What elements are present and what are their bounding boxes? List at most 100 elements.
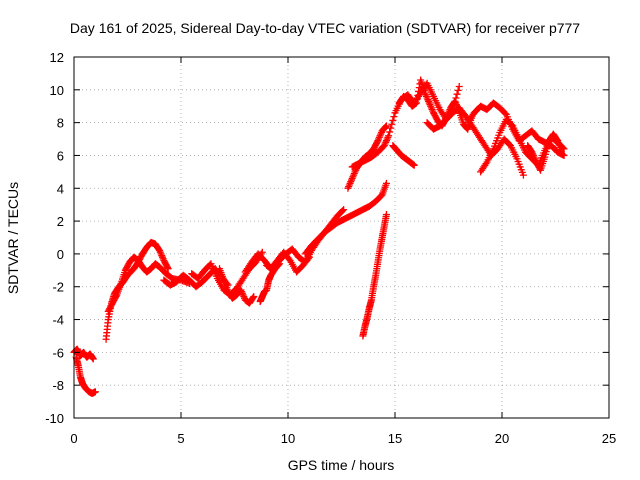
x-tick-label: 20 — [495, 431, 509, 446]
y-tick-label: 2 — [57, 214, 64, 229]
x-axis-label: GPS time / hours — [288, 457, 395, 473]
series-sat-t — [524, 130, 566, 174]
data-point — [414, 91, 422, 99]
data-point — [427, 104, 435, 112]
y-tick-label: -8 — [52, 378, 64, 393]
data-point — [422, 91, 430, 99]
data-point — [382, 138, 390, 146]
data-point — [410, 161, 418, 169]
data-point — [388, 120, 396, 128]
data-point — [455, 83, 463, 91]
data-point — [426, 101, 434, 109]
x-tick-label: 5 — [177, 431, 184, 446]
data-point — [528, 148, 536, 156]
data-point — [451, 97, 459, 105]
series-sat-o — [389, 142, 418, 169]
data-point — [239, 291, 247, 299]
data-point — [238, 288, 246, 296]
data-point — [425, 97, 433, 105]
data-point — [452, 99, 460, 107]
series-sat-m — [348, 79, 463, 171]
data-point — [349, 173, 357, 181]
data-point — [163, 263, 171, 271]
data-point — [529, 151, 537, 159]
data-point — [427, 102, 435, 110]
data-point — [383, 135, 391, 143]
data-point — [351, 168, 359, 176]
x-tick-label: 25 — [602, 431, 616, 446]
data-point — [157, 250, 165, 258]
data-point — [384, 133, 392, 141]
data-point — [423, 94, 431, 102]
data-point — [428, 106, 436, 114]
data-point — [375, 133, 383, 141]
data-point — [390, 113, 398, 121]
data-point — [237, 286, 245, 294]
data-point — [156, 247, 164, 255]
data-point — [376, 132, 384, 140]
data-point — [382, 137, 390, 145]
data-points — [70, 76, 568, 397]
chart-grid — [74, 57, 609, 418]
data-point — [375, 135, 383, 143]
data-point — [429, 107, 437, 115]
data-point — [553, 136, 561, 144]
x-tick-label: 0 — [70, 431, 77, 446]
data-point — [89, 355, 97, 363]
data-point — [529, 150, 537, 158]
data-point — [158, 252, 166, 260]
data-point — [482, 160, 490, 168]
data-point — [381, 140, 389, 148]
data-point — [377, 130, 385, 138]
data-point — [501, 109, 509, 117]
data-point — [346, 179, 354, 187]
data-point — [347, 176, 355, 184]
data-point — [344, 184, 352, 192]
data-point — [374, 137, 382, 145]
series-sat-b — [72, 353, 99, 397]
series-sat-g — [216, 265, 258, 307]
data-point — [530, 153, 538, 161]
data-point — [422, 92, 430, 100]
data-point — [425, 99, 433, 107]
data-point — [382, 122, 390, 130]
data-point — [345, 181, 353, 189]
data-point — [240, 293, 248, 301]
data-point — [91, 388, 99, 396]
series-sat-n — [359, 211, 390, 340]
axis-ticks — [73, 56, 610, 419]
data-point — [412, 99, 420, 107]
chart-title: Day 161 of 2025, Sidereal Day-to-day VTE… — [70, 20, 580, 36]
data-point — [159, 255, 167, 263]
y-tick-label: -6 — [52, 345, 64, 360]
data-point — [348, 174, 356, 182]
data-point — [249, 294, 257, 302]
data-point — [350, 170, 358, 178]
data-point — [413, 95, 421, 103]
series-sat-j — [263, 206, 348, 274]
data-point — [421, 89, 429, 97]
data-point — [389, 116, 397, 124]
data-point — [350, 171, 358, 179]
y-tick-label: 8 — [57, 116, 64, 131]
data-point — [250, 293, 258, 301]
data-point — [531, 155, 539, 163]
y-tick-label: 0 — [57, 247, 64, 262]
data-point — [558, 150, 566, 158]
data-point — [340, 206, 348, 214]
data-point — [345, 183, 353, 191]
data-point — [387, 124, 395, 132]
data-point — [382, 123, 390, 131]
y-axis-label: SDTVAR / TECUs — [5, 182, 21, 294]
data-point — [424, 96, 432, 104]
data-point — [532, 156, 540, 164]
data-point — [339, 207, 347, 215]
y-tick-label: -10 — [45, 411, 64, 426]
y-tick-label: 6 — [57, 148, 64, 163]
series-sat-c — [102, 238, 172, 343]
axis-tick-labels: 0 5 10 15 20 25 -10 -8 -6 -4 -2 0 2 4 6 8 10 12 — [45, 50, 616, 446]
plot-frame — [73, 56, 610, 419]
data-point — [386, 128, 394, 136]
x-tick-label: 10 — [281, 431, 295, 446]
